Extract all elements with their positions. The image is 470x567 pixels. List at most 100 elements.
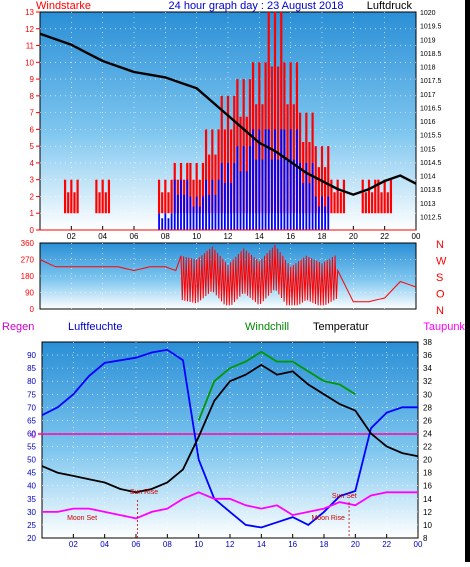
right-tick-label: 1017.5 <box>420 78 442 85</box>
temperature-tick-label: 10 <box>423 521 432 530</box>
humidity-tick-label: 30 <box>27 508 36 517</box>
direction-tick-label: 180 <box>21 272 35 281</box>
temperature-humidity-panel: Regen Luftfeuchte Windchill Temperatur T… <box>2 321 468 549</box>
windchill-label: Windchill <box>245 321 289 333</box>
right-tick-label: 1015.5 <box>420 133 442 140</box>
left-tick-label: 8 <box>30 92 35 101</box>
humidity-tick-label: 50 <box>27 456 36 465</box>
x-tick-label: 10 <box>192 232 201 241</box>
x-tick-label: 12 <box>226 540 235 549</box>
humidity-tick-label: 20 <box>27 534 36 543</box>
humidity-line <box>41 348 418 529</box>
x-tick-label: 00 <box>412 232 421 241</box>
x-tick-label: 20 <box>349 232 358 241</box>
temperature-tick-label: 30 <box>423 390 432 399</box>
compass-label: O <box>436 289 445 301</box>
x-tick-label: 06 <box>132 540 141 549</box>
temp-plot-area <box>41 341 419 539</box>
right-tick-label: 1014.5 <box>420 160 442 167</box>
annotation-label: Moon Rise <box>311 515 345 522</box>
temperature-tick-label: 14 <box>423 495 432 504</box>
compass-label: S <box>436 272 443 284</box>
right-tick-label: 1013 <box>420 201 436 208</box>
x-tick-label: 22 <box>380 232 389 241</box>
temperature-tick-label: 32 <box>423 377 432 386</box>
temperature-tick-label: 8 <box>423 534 428 543</box>
temperature-tick-label: 28 <box>423 403 432 412</box>
x-tick-label: 08 <box>163 540 172 549</box>
direction-tick-label: 270 <box>21 256 35 265</box>
x-tick-label: 16 <box>288 540 297 549</box>
direction-tick-label: 360 <box>21 239 35 248</box>
right-tick-label: 1019 <box>420 37 436 44</box>
right-border <box>465 0 470 562</box>
humidity-tick-label: 70 <box>27 403 36 412</box>
humidity-tick-label: 45 <box>27 469 36 478</box>
temperature-tick-label: 38 <box>423 338 432 347</box>
compass-label: N <box>436 239 444 251</box>
humidity-tick-label: 90 <box>27 351 36 360</box>
left-tick-label: 3 <box>30 176 35 185</box>
luftfeuchte-label: Luftfeuchte <box>68 321 122 333</box>
left-tick-label: 13 <box>25 8 34 17</box>
x-tick-label: 02 <box>67 232 76 241</box>
x-tick-label: 04 <box>98 232 107 241</box>
right-tick-label: 1019.5 <box>420 24 442 31</box>
right-tick-label: 1017 <box>420 92 436 99</box>
rain-value-label: 0 <box>31 430 36 440</box>
temperature-tick-label: 24 <box>423 429 432 438</box>
left-tick-label: 10 <box>25 58 34 67</box>
compass-label: N <box>436 305 444 317</box>
left-tick-label: 0 <box>30 226 35 235</box>
x-tick-label: 10 <box>194 540 203 549</box>
chart-title: 24 hour graph day : 23 August 2018 <box>169 0 344 12</box>
annotation-label: Moon Set <box>67 515 97 522</box>
right-tick-label: 1012.5 <box>420 214 442 221</box>
temperature-tick-label: 18 <box>423 469 432 478</box>
right-tick-label: 1013.5 <box>420 187 442 194</box>
temperature-tick-label: 12 <box>423 508 432 517</box>
x-tick-label: 22 <box>382 540 391 549</box>
temperature-tick-label: 34 <box>423 364 432 373</box>
taupunkt-label: Taupunkt <box>423 321 468 333</box>
left-tick-label: 1 <box>30 209 35 218</box>
left-tick-label: 7 <box>30 109 35 118</box>
x-tick-label: 16 <box>286 232 295 241</box>
x-tick-label: 12 <box>224 232 233 241</box>
humidity-tick-label: 75 <box>27 390 36 399</box>
x-tick-label: 02 <box>69 540 78 549</box>
x-tick-label: 14 <box>257 540 266 549</box>
windstarke-label: Windstarke <box>36 0 91 12</box>
annotation-label: Sun Set <box>332 493 357 500</box>
windchill-line <box>197 350 356 421</box>
regen-label: Regen <box>2 321 34 333</box>
x-tick-label: 00 <box>414 540 423 549</box>
temperatur-label: Temperatur <box>313 321 369 333</box>
right-tick-label: 1018 <box>420 65 436 72</box>
humidity-tick-label: 60 <box>27 429 36 438</box>
x-tick-label: 18 <box>318 232 327 241</box>
left-tick-label: 11 <box>26 42 35 51</box>
left-tick-label: 6 <box>30 125 35 134</box>
wind-pressure-panel: Windstarke 24 hour graph day : 23 August… <box>25 0 441 241</box>
temperature-line <box>41 363 419 494</box>
x-tick-label: 20 <box>351 540 360 549</box>
annotation-label: Sun Rise <box>130 489 159 496</box>
x-tick-label: 08 <box>161 232 170 241</box>
left-tick-label: 5 <box>30 142 35 151</box>
right-tick-label: 1018.5 <box>420 51 442 58</box>
right-tick-label: 1020 <box>420 10 436 17</box>
temperature-tick-label: 16 <box>423 482 432 491</box>
humidity-tick-label: 25 <box>27 521 36 530</box>
direction-tick-label: 0 <box>30 305 35 314</box>
humidity-tick-label: 40 <box>27 482 36 491</box>
dewpoint-line <box>42 491 418 520</box>
humidity-tick-label: 55 <box>27 443 36 452</box>
humidity-tick-label: 35 <box>27 495 36 504</box>
compass-label: W <box>436 256 447 268</box>
luftdruck-label: Luftdruck <box>367 0 413 12</box>
temperature-tick-label: 20 <box>423 456 432 465</box>
x-tick-label: 14 <box>255 232 264 241</box>
